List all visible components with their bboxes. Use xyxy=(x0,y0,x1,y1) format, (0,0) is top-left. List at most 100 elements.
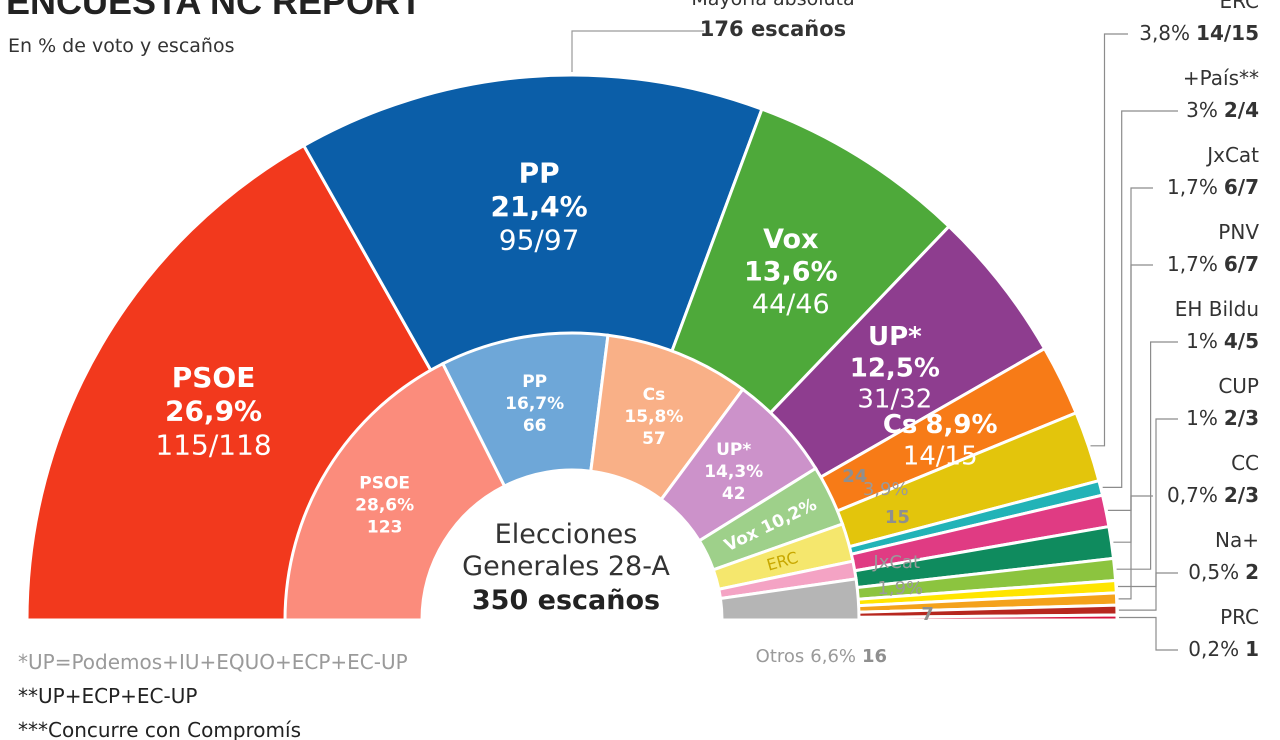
side-seats-label: 14/15 xyxy=(1196,21,1259,45)
side-value-label: 3% 2/4 xyxy=(1186,98,1259,122)
inner-party-label: Cs xyxy=(643,385,666,405)
side-seats-label: 2/4 xyxy=(1224,98,1259,122)
side-pct-label: 1% xyxy=(1186,329,1218,353)
side-value-label: 1,7% 6/7 xyxy=(1167,175,1259,199)
side-value-label: 1% 4/5 xyxy=(1186,329,1259,353)
majority-seats: 176 escaños xyxy=(700,17,846,41)
footnote-1: *UP=Podemos+IU+EQUO+ECP+EC-UP xyxy=(18,650,408,674)
side-value-label: 0,2% 1 xyxy=(1188,637,1259,661)
inner-seats-label: 123 xyxy=(367,518,403,538)
side-party-label: CC xyxy=(1231,451,1259,475)
side-pct-label: 1% xyxy=(1186,406,1218,430)
inner-party-label: Otros xyxy=(756,646,805,667)
outer-party-pct-label: Cs 8,9% xyxy=(883,410,998,440)
inner-slice-otros xyxy=(718,577,861,622)
side-pct-label: 1,7% xyxy=(1167,175,1218,199)
inner-seats-label: 66 xyxy=(523,416,547,436)
outer-slice-prc xyxy=(855,613,1119,622)
inner-title-line3: 350 escaños xyxy=(472,585,660,616)
outer-pct-label: 21,4% xyxy=(491,190,588,223)
majority-label: Mayoría absoluta xyxy=(691,0,854,10)
outer-pct-label: 26,9% xyxy=(165,395,262,428)
outer-party-label: PP xyxy=(519,157,560,190)
side-pct-label: 0,5% xyxy=(1188,560,1239,584)
inner-ring xyxy=(283,331,861,622)
inner-party-label: UP* xyxy=(716,440,751,460)
inner-pct-label: 1,9% xyxy=(877,578,923,599)
inner-pct-label: 15,8% xyxy=(624,407,683,427)
footnote-2: **UP+ECP+EC-UP xyxy=(18,684,197,708)
side-connector xyxy=(1118,418,1178,588)
outer-party-label: Cs xyxy=(883,410,918,440)
inner-seats-label: 57 xyxy=(642,429,666,449)
inner-pct-label: 3,9% xyxy=(863,479,909,500)
inner-seats-label: 15 xyxy=(885,507,910,528)
outer-pct-label: 13,6% xyxy=(744,256,838,287)
side-seats-label: 2/3 xyxy=(1224,483,1259,507)
inner-party-label: PSOE xyxy=(359,474,410,494)
side-value-label: 1,7% 6/7 xyxy=(1167,252,1259,276)
outer-seats-label: 115/118 xyxy=(155,428,271,461)
majority-connector xyxy=(571,30,704,72)
side-pct-label: 3,8% xyxy=(1139,21,1190,45)
inner-title-line1: Elecciones xyxy=(495,519,638,550)
outer-seats-label: 31/32 xyxy=(857,385,932,415)
side-connector xyxy=(1090,33,1128,447)
side-seats-label: 2/3 xyxy=(1224,406,1259,430)
side-party-label: +País** xyxy=(1183,66,1259,90)
outer-pct-label: 12,5% xyxy=(850,353,940,383)
outer-seats-label: 95/97 xyxy=(499,224,580,257)
chart-title: ENCUESTA NC REPORT xyxy=(6,0,422,22)
inner-party-label: PP xyxy=(522,372,547,392)
side-pct-label: 3% xyxy=(1186,98,1218,122)
inner-pct-label: 16,7% xyxy=(505,394,564,414)
inner-seats-label: 7 xyxy=(921,604,934,625)
inner-party-label: JxCat xyxy=(872,552,920,573)
side-value-label: 1% 2/3 xyxy=(1186,406,1259,430)
inner-pct-label: 28,6% xyxy=(355,496,414,516)
inner-seats-label: 42 xyxy=(722,484,746,504)
connectors xyxy=(1090,33,1178,651)
outer-seats-label: 44/46 xyxy=(752,289,830,320)
side-pct-label: 0,2% xyxy=(1188,637,1239,661)
side-connector xyxy=(1118,572,1178,611)
inner-labels: PSOE28,6%123PP16,7%66Cs15,8%57UP*14,3%42… xyxy=(355,372,934,667)
side-pct-label: 1,7% xyxy=(1167,252,1218,276)
side-party-label: EH Bildu xyxy=(1175,297,1259,321)
inner-pct-label: 6,6% xyxy=(810,646,856,667)
outer-party-label: UP* xyxy=(868,322,922,352)
side-seats-label: 2 xyxy=(1245,560,1259,584)
outer-party-label: PSOE xyxy=(172,361,256,394)
chart-subtitle: En % de voto y escaños xyxy=(8,35,234,57)
inner-seats-label: 16 xyxy=(862,646,887,667)
side-party-label: Na+ xyxy=(1215,528,1259,552)
side-party-label: CUP xyxy=(1218,374,1259,398)
side-value-label: 3,8% 14/15 xyxy=(1139,21,1259,45)
side-value-label: 0,5% 2 xyxy=(1188,560,1259,584)
side-connector xyxy=(1102,110,1178,488)
side-seats-label: 4/5 xyxy=(1224,329,1259,353)
side-value-label: 0,7% 2/3 xyxy=(1167,483,1259,507)
side-party-label: ERC xyxy=(1219,0,1259,13)
side-party-label: PNV xyxy=(1218,220,1259,244)
outer-party-label: Vox xyxy=(763,224,818,255)
inner-slice-psoe xyxy=(283,361,507,622)
inner-otros-label: Otros 6,6% 16 xyxy=(756,646,887,667)
side-party-label: JxCat xyxy=(1205,143,1259,167)
outer-seats-label: 14/15 xyxy=(903,441,978,471)
outer-pct-label: 8,9% xyxy=(925,410,997,440)
side-seats-label: 6/7 xyxy=(1224,175,1259,199)
side-connector xyxy=(1118,495,1153,600)
inner-pct-label: 14,3% xyxy=(704,462,763,482)
side-connector xyxy=(1116,341,1178,570)
inner-title-line2: Generales 28-A xyxy=(462,551,670,582)
footnote-3: ***Concurre con Compromís xyxy=(18,718,301,740)
side-seats-label: 6/7 xyxy=(1224,252,1259,276)
side-seats-label: 1 xyxy=(1245,637,1259,661)
inner-seats-label: 24 xyxy=(842,466,867,487)
side-pct-label: 0,7% xyxy=(1167,483,1218,507)
side-connector xyxy=(1113,264,1153,543)
